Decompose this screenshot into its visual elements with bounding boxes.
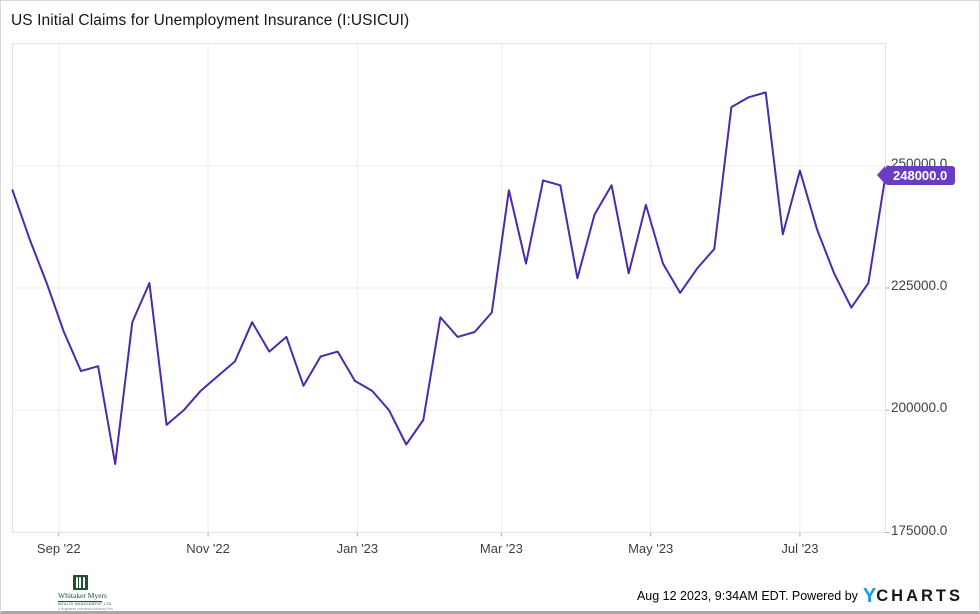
chart-title: US Initial Claims for Unemployment Insur… xyxy=(11,12,410,29)
x-axis-label: Jan '23 xyxy=(336,541,379,556)
whitaker-myers-pillars-icon xyxy=(72,575,88,590)
logo-tagline: A Registered Investment Advisory Firm xyxy=(58,607,113,612)
series-line xyxy=(11,91,887,465)
last-value-badge: 248000.0 xyxy=(876,166,956,186)
plot-border xyxy=(12,43,886,533)
logo-name: Whitaker Myers xyxy=(58,590,107,600)
whitaker-myers-logo: Whitaker Myers WEALTH MANAGEMENT, LTD. A… xyxy=(58,575,113,612)
x-axis-label: Nov '22 xyxy=(186,541,230,556)
ycharts-wordmark: CHARTS xyxy=(876,587,963,605)
chart-credit: Aug 12 2023, 9:34AM EDT. Powered by Y CHA… xyxy=(637,586,963,606)
ycharts-logo: Y CHARTS xyxy=(863,586,963,606)
logo-subtitle: WEALTH MANAGEMENT, LTD. xyxy=(58,600,113,607)
ycharts-y-mark: Y xyxy=(862,585,877,607)
timestamp: Aug 12 2023, 9:34AM EDT. Powered by xyxy=(636,589,858,603)
x-axis-label: Jul '23 xyxy=(781,541,819,556)
y-axis-label: 175000.0 xyxy=(891,522,948,538)
x-axis-label: Sep '22 xyxy=(36,541,81,556)
x-axis-label: Mar '23 xyxy=(479,541,523,556)
y-axis-label: 225000.0 xyxy=(891,278,948,293)
x-axis-label: May '23 xyxy=(628,541,674,556)
y-axis-label: 200000.0 xyxy=(891,400,948,416)
last-value-label: 248000.0 xyxy=(893,168,948,184)
